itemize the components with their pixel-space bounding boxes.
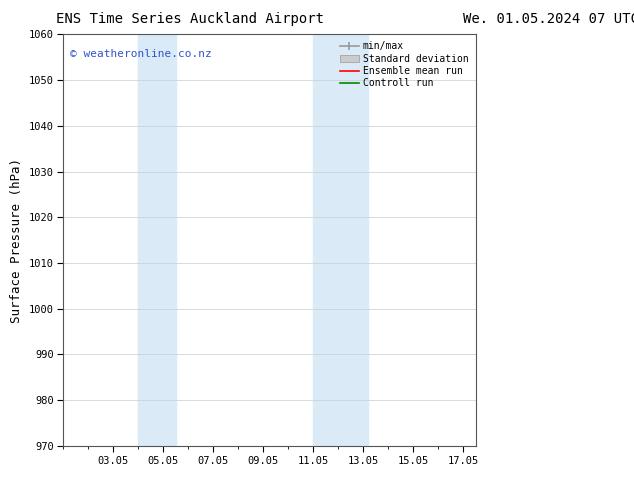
Text: © weatheronline.co.nz: © weatheronline.co.nz [70,49,211,59]
Text: ENS Time Series Auckland Airport: ENS Time Series Auckland Airport [56,12,324,26]
Y-axis label: Surface Pressure (hPa): Surface Pressure (hPa) [10,158,23,322]
Text: We. 01.05.2024 07 UTC: We. 01.05.2024 07 UTC [463,12,634,26]
Bar [138,34,176,446]
Bar [313,34,368,446]
Legend: min/max, Standard deviation, Ensemble mean run, Controll run: min/max, Standard deviation, Ensemble me… [338,39,470,90]
